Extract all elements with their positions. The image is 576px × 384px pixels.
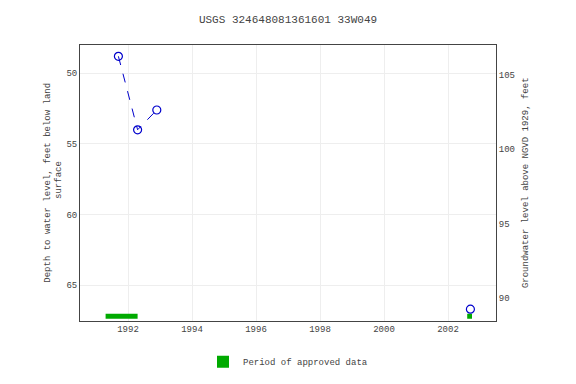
svg-text:105: 105: [499, 71, 515, 81]
svg-text:65: 65: [66, 281, 77, 291]
svg-text:2000: 2000: [373, 325, 395, 335]
svg-text:90: 90: [499, 294, 510, 304]
svg-text:1998: 1998: [309, 325, 331, 335]
svg-text:100: 100: [499, 145, 515, 155]
svg-text:60: 60: [66, 211, 77, 221]
svg-text:1992: 1992: [117, 325, 139, 335]
svg-text:1994: 1994: [181, 325, 203, 335]
svg-text:2002: 2002: [437, 325, 459, 335]
svg-text:55: 55: [66, 140, 77, 150]
svg-text:USGS 324648081361601 33W049: USGS 324648081361601 33W049: [199, 14, 377, 26]
svg-text:Depth to water level, feet bel: Depth to water level, feet below land su…: [43, 83, 65, 283]
svg-text:95: 95: [499, 220, 510, 230]
svg-text:Groundwater level above NGVD 1: Groundwater level above NGVD 1929, feet: [522, 77, 532, 288]
svg-text:Period of approved data: Period of approved data: [243, 358, 368, 368]
svg-text:1996: 1996: [245, 325, 267, 335]
svg-text:50: 50: [66, 69, 77, 79]
